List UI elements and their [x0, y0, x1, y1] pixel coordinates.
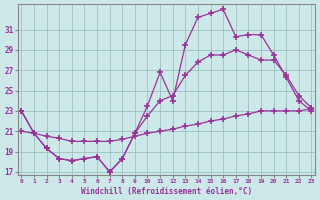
- X-axis label: Windchill (Refroidissement éolien,°C): Windchill (Refroidissement éolien,°C): [81, 187, 252, 196]
